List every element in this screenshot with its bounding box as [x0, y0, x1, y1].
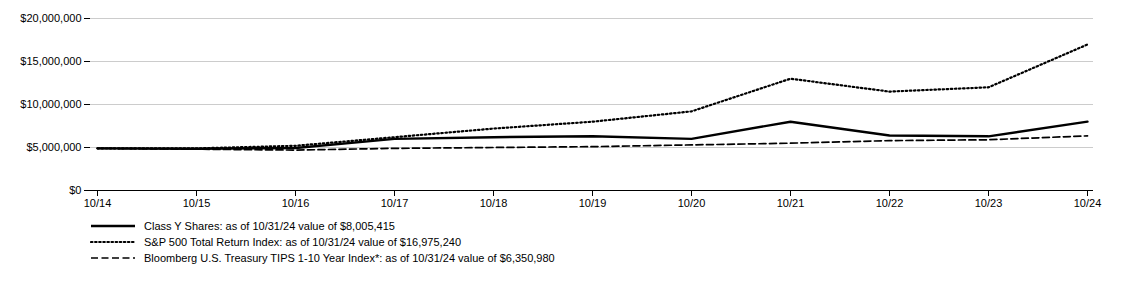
html-text:Bloomberg U.S. Treasury TIPS 1: Bloomberg U.S. Treasury TIPS 1-10 Year I… [144, 252, 555, 264]
svg-text:$15,000,000: $15,000,000 [20, 55, 81, 67]
svg-text:10/15: 10/15 [183, 197, 211, 209]
html-text:Class Y Shares: as of 10/31/24: Class Y Shares: as of 10/31/24 value of … [144, 220, 395, 232]
html-text:S&P 500 Total Return Index: as: S&P 500 Total Return Index: as of 10/31/… [144, 236, 461, 248]
svg-text:10/16: 10/16 [282, 197, 310, 209]
svg-text:10/20: 10/20 [678, 197, 706, 209]
svg-text:10/23: 10/23 [975, 197, 1003, 209]
svg-text:$10,000,000: $10,000,000 [20, 98, 81, 110]
svg-text:$0: $0 [69, 184, 81, 196]
svg-text:10/19: 10/19 [579, 197, 607, 209]
svg-text:10/21: 10/21 [777, 197, 805, 209]
svg-text:10/22: 10/22 [876, 197, 904, 209]
svg-text:10/18: 10/18 [480, 197, 508, 209]
svg-text:10/14: 10/14 [84, 197, 112, 209]
svg-text:10/17: 10/17 [381, 197, 409, 209]
svg-text:$5,000,000: $5,000,000 [26, 141, 81, 153]
svg-text:10/24: 10/24 [1074, 197, 1102, 209]
svg-text:$20,000,000: $20,000,000 [20, 12, 81, 24]
